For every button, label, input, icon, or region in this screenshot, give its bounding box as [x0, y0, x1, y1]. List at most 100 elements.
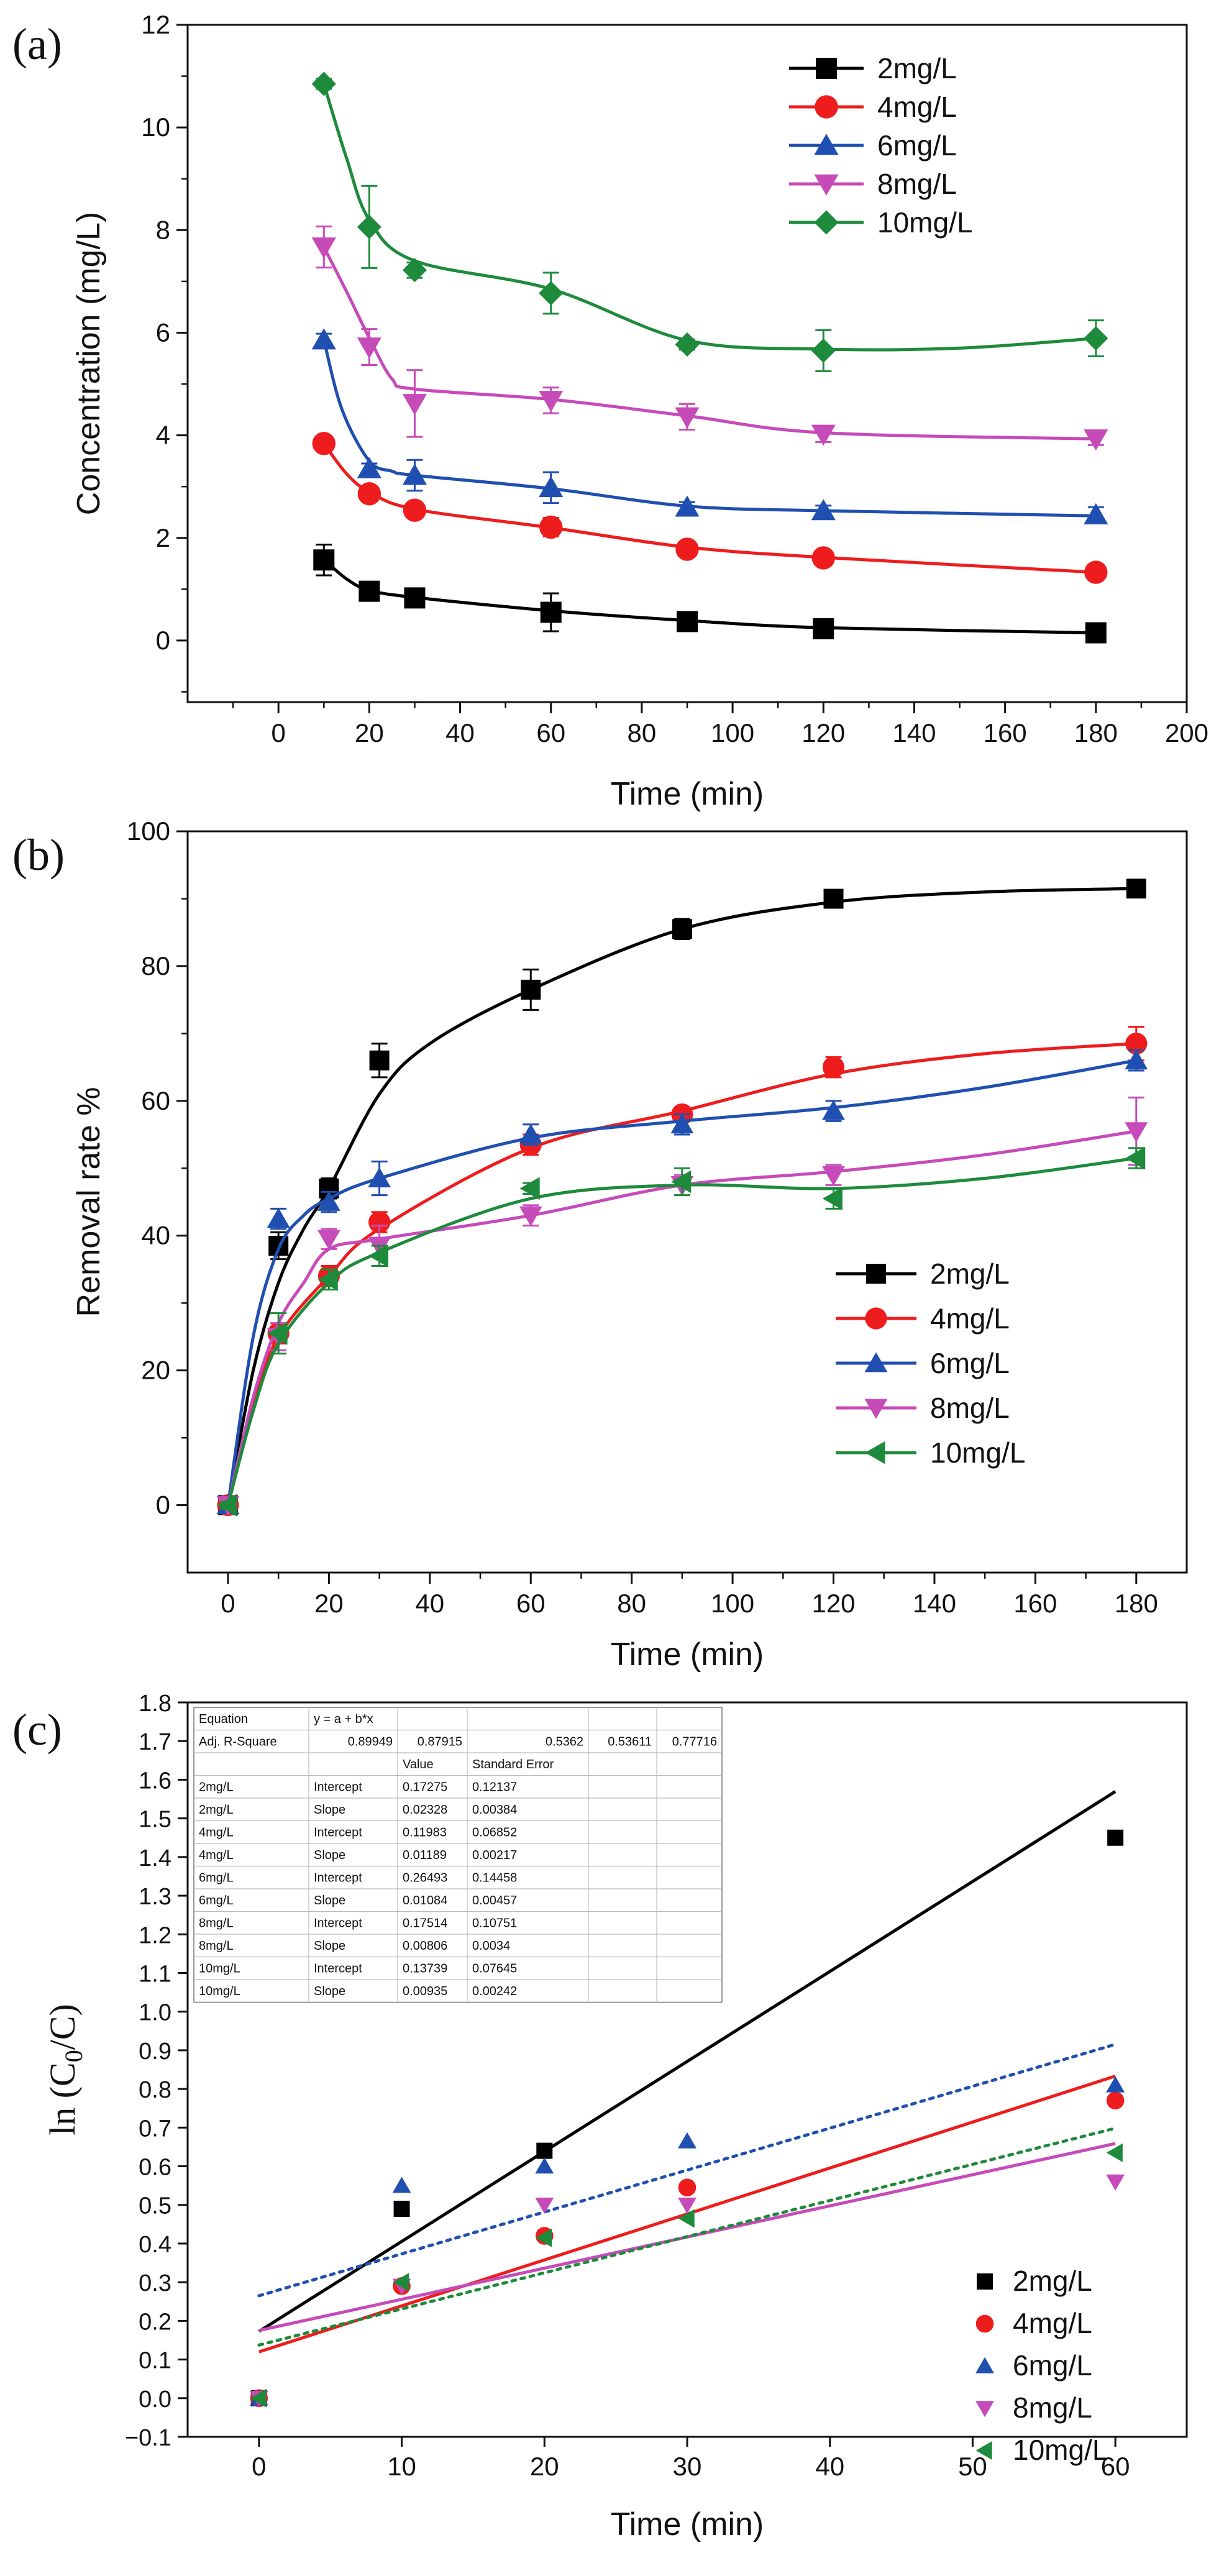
table-cell: Intercept: [314, 1826, 362, 1840]
plot-area: [311, 71, 1108, 644]
table-cell: Slope: [314, 1803, 345, 1817]
data-point: [678, 2132, 696, 2149]
series-2mg/L: [313, 543, 1107, 644]
data-point: [1084, 560, 1108, 584]
series-4mg/L: [312, 432, 1108, 584]
x-tick-label: 100: [711, 718, 754, 747]
data-point: [250, 2388, 267, 2408]
x-tick-label: 0: [252, 2452, 266, 2481]
data-point: [677, 611, 698, 633]
legend-label: 2mg/L: [930, 1258, 1010, 1290]
data-point: [670, 1113, 694, 1134]
x-tick-label: 40: [815, 2452, 844, 2481]
data-point: [519, 1177, 540, 1200]
table-row: 10mg/L Intercept 0.13739 0.07645: [199, 1962, 517, 1976]
table-cell: 8mg/L: [199, 1939, 234, 1953]
y-axis: −0.1 0.0 0.1 0.2 0.3 0.4 0.5 0.6 0.7 0.8 0.9 1.0 1.1…: [125, 1691, 188, 2451]
legend-item: 8mg/L: [836, 1392, 1010, 1424]
series-10mg/L: [217, 1146, 1146, 1517]
y-axis-title: Removal rate %: [71, 1087, 107, 1317]
legend: 2mg/L 4mg/L 6mg/L 8mg/L 10mg/L: [836, 1258, 1025, 1469]
data-point: [368, 1167, 391, 1187]
table-cell: 4mg/L: [199, 1848, 234, 1862]
table-cell: 0.14458: [472, 1871, 517, 1885]
fit-curve: [226, 1156, 1137, 1506]
table-cell: Slope: [314, 1939, 345, 1953]
y-tick-label: 0.3: [139, 2270, 171, 2296]
x-axis-title: Time (min): [611, 2506, 764, 2542]
data-point: [675, 537, 699, 561]
table-cell: Intercept: [314, 1962, 362, 1976]
data-point: [539, 391, 564, 413]
data-point: [319, 1178, 339, 1199]
table-row: 6mg/L Intercept 0.26493 0.14458: [199, 1871, 517, 1885]
data-point: [393, 2273, 409, 2292]
data-point: [357, 482, 381, 506]
y-tick-label: 10: [141, 112, 170, 142]
data-point: [811, 546, 835, 570]
x-tick-label: 40: [415, 1589, 444, 1618]
legend-item: 2mg/L: [836, 1258, 1010, 1290]
data-point: [672, 919, 692, 939]
y-tick-label: 1.6: [139, 1768, 171, 1794]
panel-label: (a): [12, 19, 62, 69]
panel-label: (b): [12, 830, 65, 880]
table-cell: Intercept: [314, 1781, 362, 1794]
data-point: [317, 1230, 340, 1250]
data-point: [521, 979, 541, 1000]
x-tick-label: 140: [913, 1589, 956, 1618]
y-tick-label: 1.0: [139, 2000, 171, 2026]
y-tick-label: 1.4: [139, 1845, 171, 1871]
y-tick-label: 1.3: [139, 1884, 171, 1910]
table-cell: 10mg/L: [199, 1985, 240, 1998]
data-point: [311, 71, 336, 96]
data-point: [1126, 879, 1146, 899]
y-tick-label: 20: [141, 1356, 170, 1385]
y-tick-label: 0.8: [139, 2077, 171, 2103]
table-row: Equation y = a + b*x: [199, 1712, 373, 1726]
table-cell: 0.00242: [472, 1985, 517, 1998]
x-tick-label: 20: [355, 718, 384, 747]
x-axis: 0 20 40 60 80 100 120 140 160 180 200: [232, 702, 1208, 747]
table-cell: 2mg/L: [199, 1781, 234, 1794]
fit-curve: [226, 887, 1136, 1506]
data-point: [675, 332, 700, 357]
table-cell: Intercept: [314, 1871, 362, 1885]
table-cell: 10mg/L: [199, 1962, 240, 1976]
table-cell: 0.53611: [608, 1735, 652, 1749]
table-cell: Slope: [314, 1894, 345, 1907]
table-row: 4mg/L Intercept 0.11983 0.06852: [199, 1826, 517, 1840]
table-cell: 0.77716: [672, 1735, 717, 1749]
y-tick-label: 1.5: [139, 1807, 171, 1833]
table-cell: 0.00217: [472, 1848, 517, 1862]
data-point: [402, 464, 427, 485]
legend-item: 4mg/L: [975, 2307, 1092, 2339]
data-point: [822, 1100, 845, 1120]
data-point: [519, 1123, 542, 1144]
data-point: [357, 214, 381, 239]
table-cell: 0.00384: [472, 1803, 517, 1817]
legend-label: 4mg/L: [930, 1302, 1010, 1335]
data-point: [1084, 429, 1108, 451]
x-tick-label: 200: [1165, 718, 1208, 747]
data-point: [811, 338, 836, 363]
data-point: [1125, 1049, 1148, 1070]
table-cell: 6mg/L: [199, 1871, 234, 1885]
data-point: [402, 394, 427, 416]
x-tick-label: 80: [617, 1589, 646, 1618]
table-cell: 0.0034: [472, 1939, 510, 1953]
table-row: Value Standard Error: [403, 1758, 554, 1771]
legend-marker: [864, 1352, 888, 1372]
table-cell: 4mg/L: [199, 1826, 234, 1840]
legend-marker: [814, 174, 839, 196]
fit-line: [257, 2126, 1117, 2347]
x-tick-label: 100: [711, 1589, 754, 1618]
plot-frame: [186, 830, 1188, 1574]
data-point: [1106, 2076, 1125, 2093]
legend-item: 4mg/L: [836, 1302, 1010, 1335]
table-cell: 0.02328: [403, 1803, 447, 1817]
data-point: [1085, 622, 1107, 644]
table-cell: 2mg/L: [199, 1803, 234, 1817]
data-point: [1125, 1033, 1148, 1055]
series-6mg/L: [311, 328, 1108, 524]
